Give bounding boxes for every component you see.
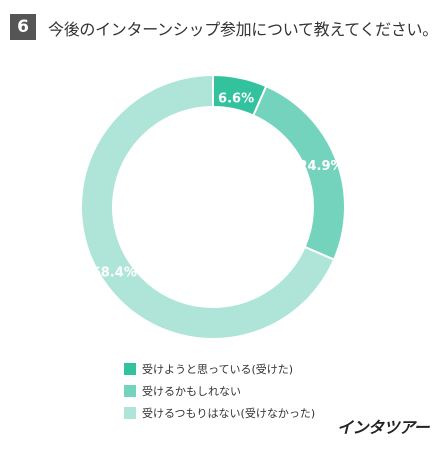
brand-logo: インタツアー	[337, 418, 430, 437]
page-title: 今後のインターンシップ参加について教えてください。	[48, 20, 438, 39]
slice-value-label: 24.9%	[298, 159, 343, 174]
legend-item: 受けるかもしれない	[124, 384, 315, 398]
pie-slice	[80, 73, 336, 340]
slice-value-label: 68.4%	[92, 266, 137, 281]
donut-chart: 6.6% 24.9% 68.4%	[80, 73, 346, 340]
legend-item: 受けようと思っている(受けた)	[124, 362, 315, 376]
legend-label: 受けようと思っている(受けた)	[142, 363, 294, 376]
question-number: 6	[10, 14, 36, 40]
legend-label: 受けるかもしれない	[142, 385, 241, 398]
legend-swatch	[124, 407, 136, 419]
legend-swatch	[124, 385, 136, 397]
legend-swatch	[124, 363, 136, 375]
slice-value-label: 6.6%	[218, 91, 254, 106]
legend-label: 受けるつもりはない(受けなかった)	[142, 407, 316, 420]
legend-item: 受けるつもりはない(受けなかった)	[124, 406, 315, 420]
chart-legend: 受けようと思っている(受けた) 受けるかもしれない 受けるつもりはない(受けなか…	[124, 362, 315, 428]
